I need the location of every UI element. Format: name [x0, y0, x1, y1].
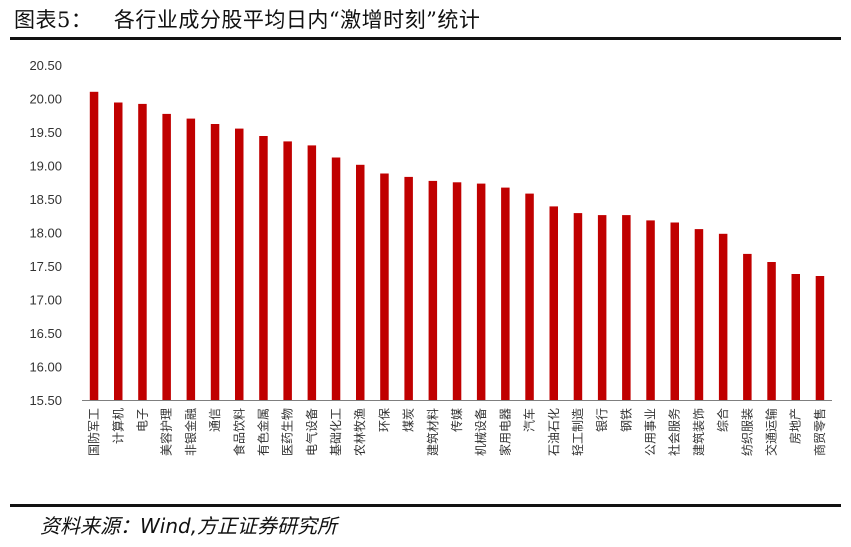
x-tick-label: 基础化工 — [329, 408, 343, 456]
x-tick-label: 非银金融 — [183, 408, 198, 456]
bar — [259, 136, 268, 400]
x-tick-label: 家用电器 — [497, 408, 512, 456]
x-tick-label: 钢铁 — [619, 408, 633, 432]
bar — [767, 262, 776, 400]
bar — [597, 215, 607, 400]
y-axis: 15.50 16.00 16.50 17.00 17.50 18.00 18.50 19.00… — [29, 58, 62, 408]
x-tick-label: 煤炭 — [402, 408, 416, 432]
x-tick-label: 通信 — [208, 408, 222, 432]
bar — [718, 233, 728, 400]
x-axis: 国防军工 计算机 电子 美容护理 非银金融 通信 食品饮料 有色金属 医药生物 电气设备 基础化工农… — [86, 408, 827, 456]
y-tick-label: 19.00 — [29, 159, 62, 174]
bar — [356, 164, 365, 400]
bar — [670, 222, 679, 400]
y-tick-label: 20.00 — [29, 92, 62, 107]
x-tick-label: 轻工制造 — [571, 408, 585, 456]
y-tick-label: 17.00 — [29, 293, 62, 308]
x-tick-label: 医药生物 — [281, 408, 295, 456]
x-tick-label: 石油石化 — [547, 408, 561, 456]
x-tick-label: 纺织服装 — [740, 408, 754, 456]
source-note: 资料来源：Wind,方正证券研究所 — [40, 514, 338, 538]
bar — [404, 176, 413, 400]
bar — [210, 124, 220, 400]
bar — [476, 183, 486, 400]
x-tick-label: 机械设备 — [473, 408, 488, 456]
bar — [89, 91, 99, 401]
x-tick-label: 食品饮料 — [231, 408, 246, 456]
bar — [186, 118, 196, 400]
y-tick-label: 17.50 — [29, 259, 62, 274]
y-tick-label: 18.00 — [29, 226, 62, 241]
bar — [380, 173, 389, 400]
y-tick-label: 20.50 — [29, 58, 62, 73]
bar — [501, 187, 510, 400]
x-tick-label: 交通运输 — [764, 408, 779, 456]
bar — [549, 206, 558, 400]
y-tick-label: 16.00 — [29, 360, 62, 375]
bar — [428, 180, 438, 400]
bar — [525, 193, 534, 400]
figure-title: 图表5： 各行业成分股平均日内“激增时刻”统计 — [14, 8, 481, 32]
y-tick-label: 16.50 — [29, 326, 62, 341]
x-tick-label: 汽车 — [522, 408, 537, 432]
bar-series — [89, 91, 825, 401]
title-rule — [10, 37, 841, 40]
x-tick-label: 商贸零售 — [812, 408, 827, 456]
bar — [138, 103, 147, 401]
x-tick-label: 电子 — [135, 408, 149, 432]
bar — [331, 157, 341, 400]
x-tick-label: 综合 — [715, 408, 730, 432]
bar — [235, 128, 244, 400]
bar — [791, 274, 800, 400]
y-tick-label: 19.50 — [29, 125, 62, 140]
x-tick-label: 计算机 — [110, 408, 125, 444]
bar — [815, 276, 825, 400]
bar — [283, 141, 292, 400]
x-tick-label: 建筑材料 — [425, 408, 440, 456]
x-tick-label: 社会服务 — [667, 408, 682, 456]
bar — [646, 220, 655, 400]
bar — [114, 102, 123, 400]
bar — [452, 182, 462, 401]
x-tick-label: 传媒 — [449, 408, 464, 432]
x-tick-label: 电气设备 — [304, 408, 319, 456]
x-tick-label: 建筑装饰 — [691, 408, 706, 456]
bar — [162, 113, 171, 401]
x-tick-label: 农林牧渔 — [353, 408, 367, 456]
bar — [694, 229, 704, 400]
x-tick-label: 环保 — [377, 408, 391, 432]
y-tick-label: 15.50 — [29, 393, 62, 408]
x-tick-label: 有色金属 — [255, 408, 270, 456]
bar — [307, 145, 317, 400]
footer-rule — [10, 504, 841, 507]
x-tick-label: 银行 — [595, 408, 609, 432]
x-tick-label: 美容护理 — [159, 408, 174, 456]
x-tick-label: 房地产 — [788, 408, 803, 444]
y-tick-label: 18.50 — [29, 192, 62, 207]
bar — [743, 253, 752, 400]
x-tick-label: 公用事业 — [644, 408, 658, 456]
x-tick-label: 国防军工 — [86, 408, 101, 456]
bar-chart: 15.50 16.00 16.50 17.00 17.50 18.00 18.50 19.00… — [29, 58, 832, 456]
bar — [622, 215, 631, 400]
bar — [573, 213, 583, 400]
